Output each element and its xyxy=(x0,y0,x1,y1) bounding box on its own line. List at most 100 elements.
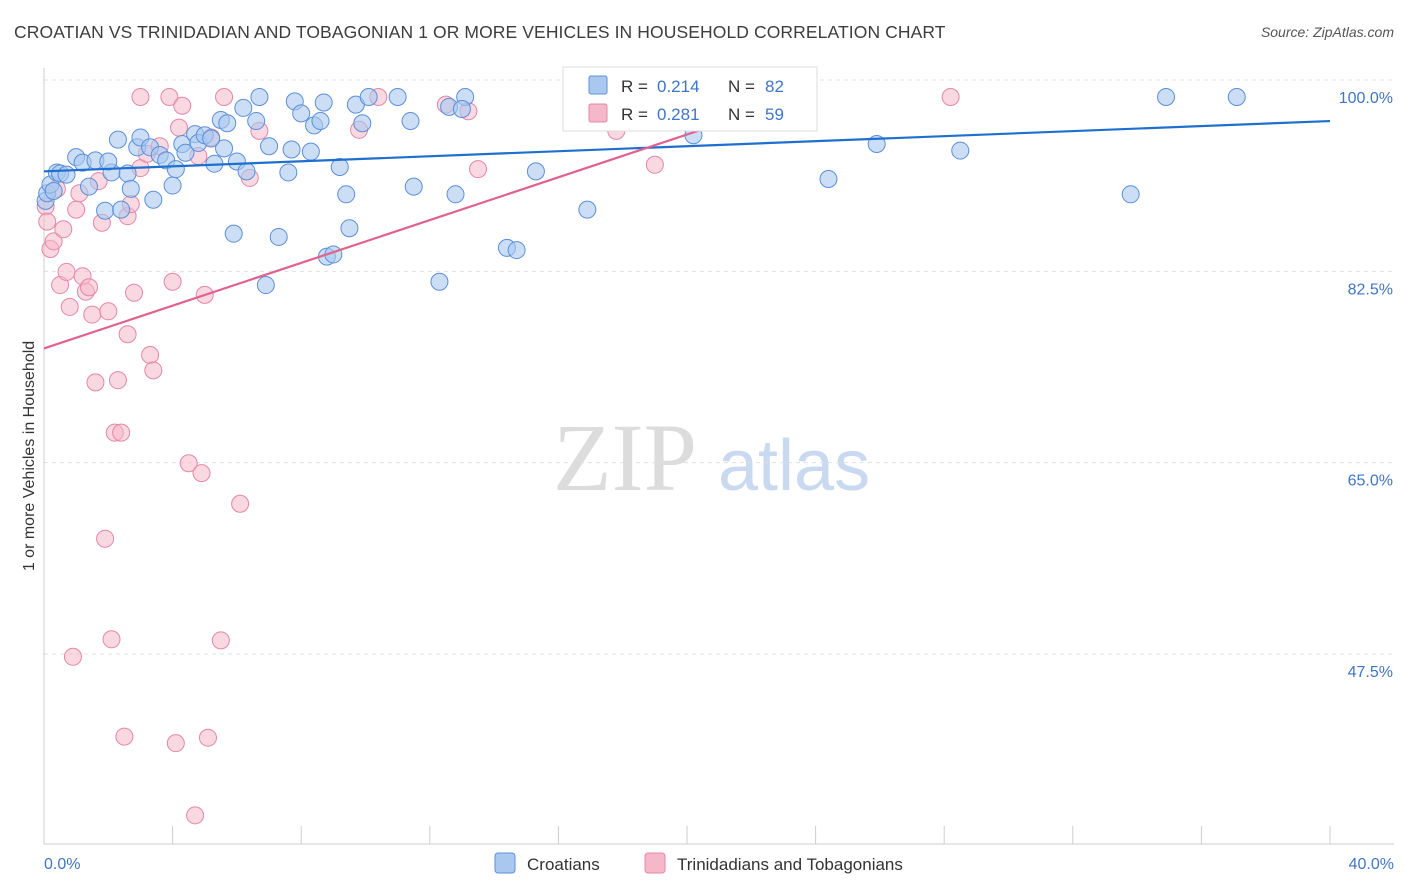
croatian-point-12 xyxy=(108,130,127,149)
trinidadian-point-10 xyxy=(67,200,86,219)
trinidadian-point-25 xyxy=(115,727,134,746)
croatian-point-13 xyxy=(112,200,131,219)
legend-n-value-1: 82 xyxy=(765,77,784,96)
croatian-point-23 xyxy=(166,160,185,179)
legend-swatch-blue xyxy=(588,75,608,95)
trinidadian-point-50 xyxy=(231,494,250,513)
trinidadian-point-20 xyxy=(99,302,118,321)
trinidadian-trend-line xyxy=(43,98,794,350)
legend-r-value-1: 0.214 xyxy=(657,77,700,96)
croatian-point-76 xyxy=(1157,88,1176,106)
trinidadian-point-33 xyxy=(144,361,163,380)
croatian-point-36 xyxy=(237,162,256,181)
croatian-point-53 xyxy=(337,185,356,204)
trinidadian-point-16 xyxy=(86,373,105,392)
source-label: Source: ZipAtlas.com xyxy=(1260,24,1394,40)
y-tick-label-0: 100.0% xyxy=(1339,90,1393,107)
croatian-point-60 xyxy=(404,177,423,196)
croatian-point-48 xyxy=(311,112,330,131)
trinidadian-point-3 xyxy=(44,232,63,251)
series-legend: Croatians Trinidadians and Tobagonians xyxy=(494,852,903,874)
croatian-point-61 xyxy=(430,272,449,291)
trinidadian-point-14 xyxy=(80,278,99,297)
croatian-point-45 xyxy=(292,104,311,123)
trinidadian-point-9 xyxy=(63,647,82,666)
croatian-point-49 xyxy=(314,93,333,112)
croatian-point-72 xyxy=(819,170,838,188)
croatian-point-43 xyxy=(282,140,301,159)
y-tick-label-3: 47.5% xyxy=(1348,664,1393,681)
croatian-point-40 xyxy=(260,137,279,156)
trinidadian-point-26 xyxy=(118,325,137,344)
trinidadian-point-15 xyxy=(83,305,102,324)
croatian-point-58 xyxy=(388,88,407,106)
croatian-point-75 xyxy=(1121,185,1140,204)
trinidadian-point-42 xyxy=(186,806,205,825)
croatian-point-77 xyxy=(1227,88,1246,106)
chart-title: CROATIAN VS TRINIDADIAN AND TOBAGONIAN 1… xyxy=(14,22,946,42)
croatian-point-81 xyxy=(452,100,471,119)
croatian-point-15 xyxy=(121,179,140,198)
trinidadian-point-29 xyxy=(125,283,144,302)
croatian-trend-line xyxy=(43,119,1331,173)
croatian-point-25 xyxy=(176,143,195,162)
trinidadian-point-7 xyxy=(57,262,76,281)
trinidadian-point-57 xyxy=(469,160,488,179)
bottom-legend-trinidadians: Trinidadians and Tobagonians xyxy=(677,855,903,874)
croatian-point-74 xyxy=(951,141,970,160)
croatian-point-22 xyxy=(163,176,182,195)
trinidadian-point-44 xyxy=(192,464,211,483)
trinidadian-point-41 xyxy=(179,454,198,473)
croatian-point-38 xyxy=(250,88,269,106)
croatian-point-31 xyxy=(215,139,234,158)
croatian-point-80 xyxy=(202,129,221,148)
trinidadian-point-48 xyxy=(211,631,230,650)
croatian-point-37 xyxy=(247,112,266,131)
bottom-legend-croatians: Croatians xyxy=(527,855,600,874)
trinidadian-point-19 xyxy=(96,529,115,548)
croatian-point-66 xyxy=(507,241,526,260)
croatian-point-35 xyxy=(234,98,253,117)
croatian-point-56 xyxy=(353,114,372,133)
croatian-point-8 xyxy=(80,177,99,196)
x-ticks xyxy=(43,826,1331,844)
trinidadian-point-40 xyxy=(173,96,192,115)
trinidadian-point-6 xyxy=(54,220,73,239)
bottom-legend-swatch-croatians xyxy=(494,852,516,874)
x-tick-label-right: 40.0% xyxy=(1349,856,1394,873)
y-tick-label-2: 65.0% xyxy=(1348,473,1393,490)
croatian-point-52 xyxy=(330,157,349,176)
trinidadian-point-61 xyxy=(941,88,960,106)
trinidadian-point-46 xyxy=(198,728,217,747)
legend-n-label-1: N = xyxy=(728,77,755,96)
croatian-point-42 xyxy=(279,163,298,182)
correlation-legend: R = 0.214 N = 82 R = 0.281 N = 59 xyxy=(562,66,818,132)
legend-r-value-2: 0.281 xyxy=(657,105,700,124)
croatian-point-39 xyxy=(256,276,275,295)
legend-r-label-1: R = xyxy=(621,77,648,96)
trinidadian-point-1 xyxy=(38,212,57,231)
croatian-point-5 xyxy=(57,165,76,184)
croatian-point-41 xyxy=(269,227,288,246)
trinidadian-point-35 xyxy=(131,88,150,106)
croatian-point-63 xyxy=(446,185,465,204)
croatian-point-67 xyxy=(526,162,545,181)
legend-swatch-pink xyxy=(588,103,608,123)
watermark-atlas: atlas xyxy=(718,426,870,506)
legend-n-label-2: N = xyxy=(728,105,755,124)
croatian-point-59 xyxy=(401,112,420,131)
trinidadian-point-24 xyxy=(112,423,131,442)
watermark-zip: ZIP xyxy=(553,404,697,511)
croatian-point-68 xyxy=(578,200,597,219)
legend-r-label-2: R = xyxy=(621,105,648,124)
y-tick-label-1: 82.5% xyxy=(1348,281,1393,298)
croatian-point-54 xyxy=(340,219,359,238)
y-tick-labels: 100.0% 82.5% 65.0% 47.5% xyxy=(1339,90,1393,681)
croatian-point-78 xyxy=(44,182,63,201)
trinidadian-point-39 xyxy=(170,118,189,137)
croatian-point-46 xyxy=(301,142,320,161)
trinidadian-point-23 xyxy=(108,371,127,390)
x-tick-label-left: 0.0% xyxy=(44,856,80,873)
croatian-point-57 xyxy=(359,88,378,106)
